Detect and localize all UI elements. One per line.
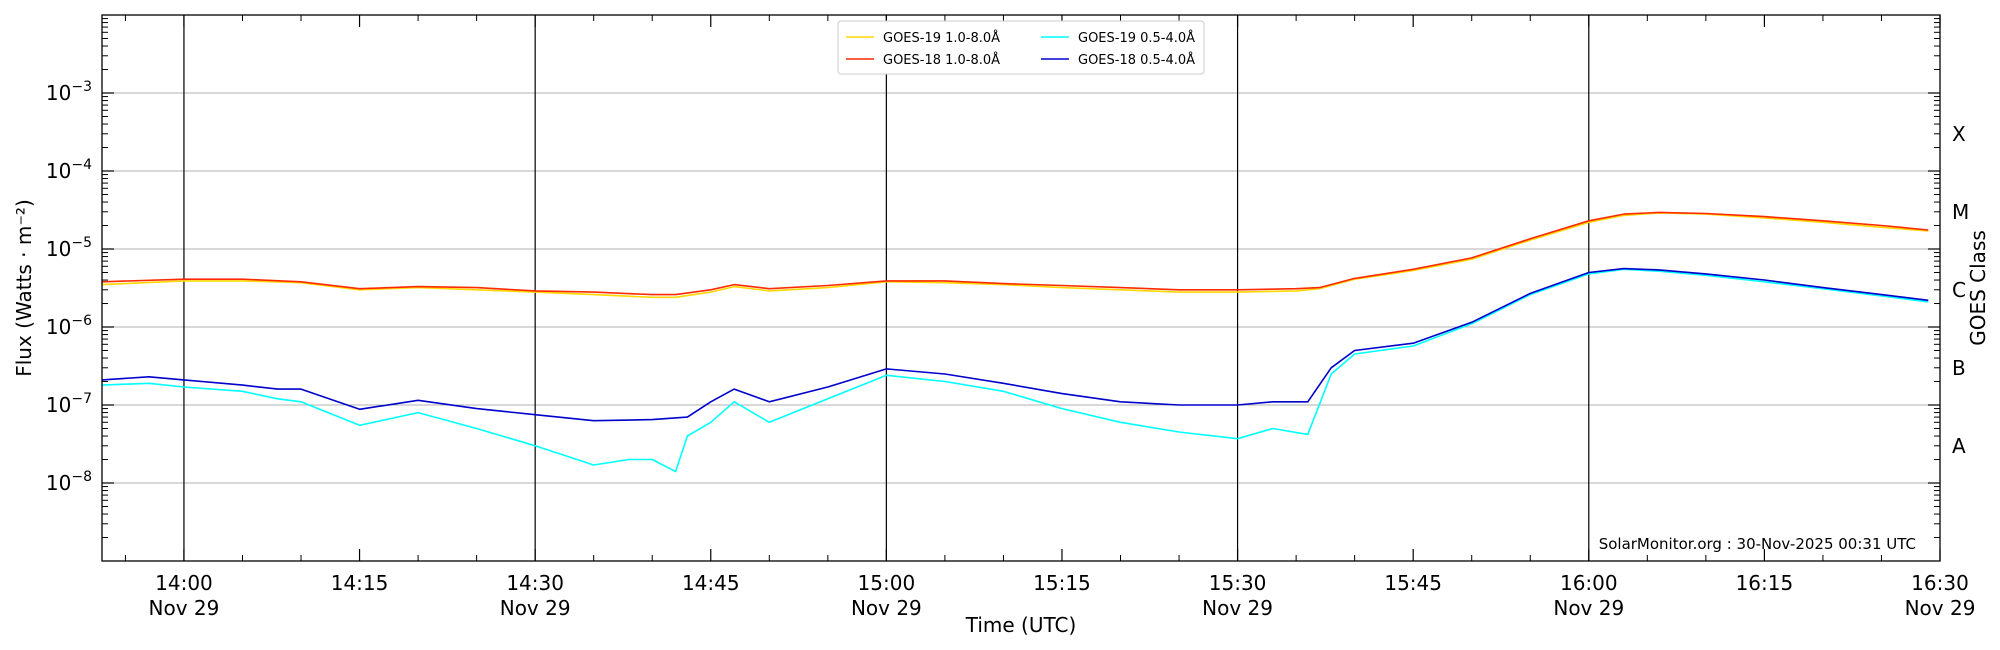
y-tick-label: 10−8	[46, 469, 92, 495]
y-tick-exponent: −3	[71, 79, 92, 95]
goes-class-label: B	[1952, 356, 1966, 380]
series-line-2	[101, 268, 1929, 473]
series-line-0	[101, 212, 1929, 299]
y-tick-exponent: −6	[71, 313, 92, 329]
y-tick-label: 10−4	[46, 157, 92, 183]
legend-label: GOES-19 0.5-4.0Å	[1078, 30, 1195, 46]
x-tick-label: 14:00	[155, 571, 213, 595]
x-tick-sublabel: Nov 29	[1905, 596, 1976, 620]
x-tick-sublabel: Nov 29	[500, 596, 571, 620]
legend: GOES-19 1.0-8.0Å GOES-18 1.0-8.0Å GOES-19 …	[837, 20, 1205, 75]
legend-items: GOES-19 1.0-8.0Å GOES-18 1.0-8.0Å GOES-19 …	[846, 30, 1195, 68]
x-tick-label: 14:45	[682, 571, 740, 595]
right-axis-title: GOES Class	[1966, 230, 1990, 346]
legend-box	[837, 20, 1205, 75]
goes-class-label: M	[1952, 200, 1969, 224]
x-tick-label: 15:00	[858, 571, 916, 595]
series-lines	[101, 211, 1929, 473]
y-tick-label: 10−6	[46, 313, 92, 339]
goes-class-label: A	[1952, 434, 1966, 458]
x-axis-title: Time (UTC)	[965, 613, 1077, 637]
y-tick-base: 10	[46, 315, 71, 339]
x-tick-label: 16:30	[1911, 571, 1969, 595]
y-axis-title: Flux (Watts · m⁻²)	[12, 199, 36, 377]
y-tick-base: 10	[46, 471, 71, 495]
goes-class-label: C	[1952, 278, 1966, 302]
y-tick-label: 10−7	[46, 391, 92, 417]
y-tick-labels: 10−810−710−610−510−410−3	[46, 79, 92, 495]
legend-label: GOES-18 0.5-4.0Å	[1078, 52, 1195, 68]
y-tick-exponent: −5	[71, 235, 92, 251]
x-tick-sublabel: Nov 29	[1202, 596, 1273, 620]
x-tick-label: 15:15	[1033, 571, 1091, 595]
y-tick-exponent: −7	[71, 391, 92, 407]
y-tick-base: 10	[46, 81, 71, 105]
series-line-1	[101, 211, 1929, 296]
x-tick-label: 15:30	[1209, 571, 1267, 595]
y-tick-exponent: −4	[71, 157, 92, 173]
series-line-3	[101, 267, 1929, 422]
x-tick-label: 16:00	[1560, 571, 1618, 595]
x-tick-label: 15:45	[1384, 571, 1442, 595]
x-tick-label: 14:15	[331, 571, 389, 595]
x-tick-sublabel: Nov 29	[1553, 596, 1624, 620]
legend-label: GOES-18 1.0-8.0Å	[883, 52, 1000, 68]
credit-text: SolarMonitor.org : 30-Nov-2025 00:31 UTC	[1599, 535, 1916, 553]
goes-class-label: X	[1952, 122, 1966, 146]
plot-frame	[101, 14, 1941, 562]
x-tick-sublabel: Nov 29	[851, 596, 922, 620]
y-tick-base: 10	[46, 237, 71, 261]
x-tick-sublabel: Nov 29	[149, 596, 220, 620]
x-tick-label: 16:15	[1736, 571, 1794, 595]
y-tick-base: 10	[46, 393, 71, 417]
day-marker-lines	[183, 15, 1590, 561]
grid	[102, 92, 1940, 484]
y-tick-exponent: −8	[71, 469, 92, 485]
axis-ticks	[102, 15, 1941, 561]
y-tick-label: 10−3	[46, 79, 92, 105]
y-tick-base: 10	[46, 159, 71, 183]
y-tick-label: 10−5	[46, 235, 92, 261]
x-tick-label: 14:30	[506, 571, 564, 595]
goes-class-labels: A B C M X	[1952, 122, 1969, 458]
legend-label: GOES-19 1.0-8.0Å	[883, 30, 1000, 46]
